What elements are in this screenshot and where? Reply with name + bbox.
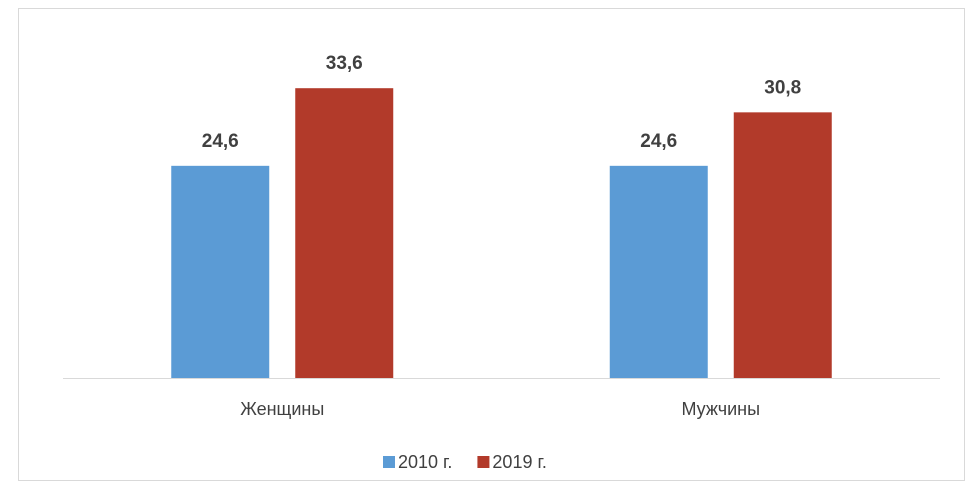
x-tick-label: Мужчины <box>681 399 760 419</box>
bar <box>171 165 270 378</box>
legend-swatch <box>383 456 395 468</box>
legend-label: 2019 г. <box>492 452 546 472</box>
data-label: 30,8 <box>764 77 801 98</box>
bar <box>733 112 832 378</box>
data-label: 24,6 <box>640 131 677 152</box>
data-label: 24,6 <box>202 131 239 152</box>
bar <box>295 88 394 378</box>
bar <box>609 165 708 378</box>
x-tick-label: Женщины <box>240 399 324 419</box>
data-label: 33,6 <box>326 53 363 74</box>
legend-label: 2010 г. <box>398 452 452 472</box>
legend-swatch <box>477 456 490 468</box>
